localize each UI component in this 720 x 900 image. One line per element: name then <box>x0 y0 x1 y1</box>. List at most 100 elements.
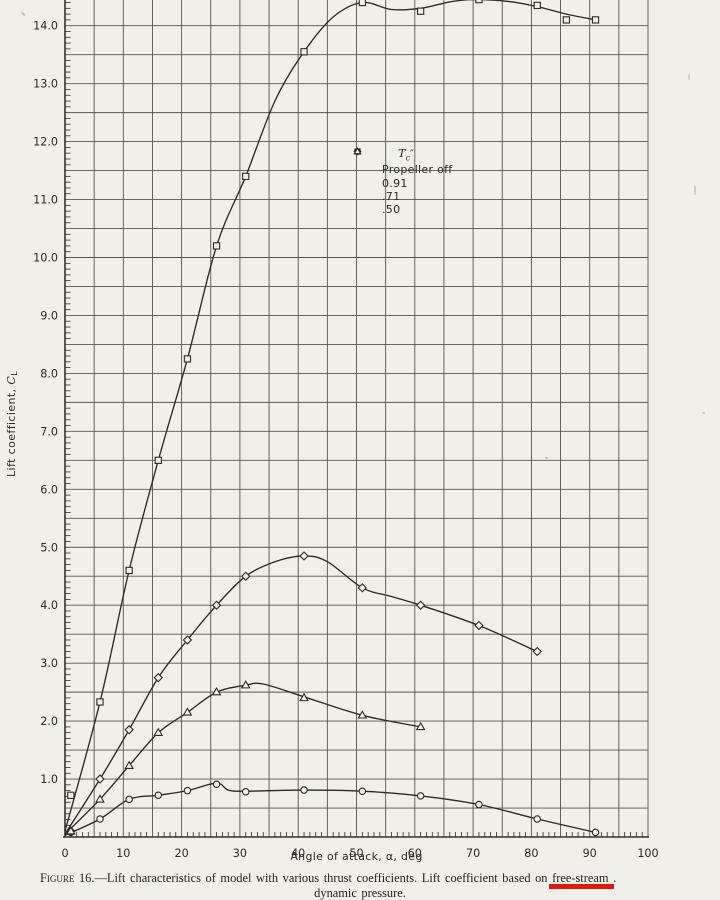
y-axis-symbol: C <box>5 375 18 385</box>
y-axis-title: Lift coefficient, CL <box>5 332 19 477</box>
circle-marker <box>154 791 163 800</box>
y-tick-label: 10.0 <box>33 252 58 265</box>
legend-label: .71 <box>382 189 401 203</box>
legend-title-sub: c <box>405 153 411 163</box>
y-tick-label: 9.0 <box>40 309 58 322</box>
series-curve-circle <box>64 782 596 836</box>
circle-marker <box>358 787 367 795</box>
caption-dash: — <box>94 871 107 885</box>
highlighted-term: free-stream <box>549 871 614 889</box>
triangle-marker <box>353 147 362 155</box>
x-tick-label: 60 <box>408 847 422 860</box>
diamond-marker <box>182 635 193 645</box>
square-marker <box>212 242 221 250</box>
diamond-marker <box>474 620 484 631</box>
circle-marker <box>96 815 104 823</box>
y-tick-label: 14.0 <box>33 20 58 33</box>
x-tick-label: 0 <box>61 847 68 860</box>
series-curve-triangle <box>64 682 421 835</box>
caption-text: Lift characteristics of model with vario… <box>106 871 548 885</box>
scan-artifact <box>702 412 705 414</box>
y-tick-label: 2.0 <box>40 715 58 728</box>
figure-number: Figure 16. <box>40 871 95 885</box>
y-tick-label: 8.0 <box>40 367 58 380</box>
x-tick-label: 50 <box>349 847 363 860</box>
square-marker <box>242 172 250 181</box>
y-tick-label: 12.0 <box>33 136 58 149</box>
square-marker <box>154 456 162 464</box>
circle-marker <box>416 792 425 800</box>
triangle-marker <box>182 707 193 716</box>
triangle-marker <box>153 727 164 736</box>
square-marker <box>358 0 366 7</box>
triangle-marker <box>124 760 134 769</box>
diamond-marker <box>532 646 542 657</box>
circle-marker <box>300 786 308 794</box>
legend-title-symbol: T <box>398 146 406 160</box>
x-tick-label: 20 <box>174 847 188 860</box>
diamond-marker <box>211 600 222 610</box>
legend-label: .50 <box>382 203 401 217</box>
y-tick-label: 5.0 <box>40 541 58 554</box>
diamond-marker <box>95 774 105 784</box>
square-marker <box>125 566 133 575</box>
triangle-marker <box>240 680 251 689</box>
y-tick-label: 4.0 <box>40 599 58 612</box>
triangle-marker <box>95 794 105 803</box>
y-tick-label: 1.0 <box>40 773 58 786</box>
legend-title-prime: ″ <box>410 149 414 160</box>
triangle-marker <box>415 721 426 731</box>
square-marker <box>533 1 541 10</box>
circle-marker <box>125 795 133 804</box>
triangle-marker <box>65 826 76 835</box>
scan-artifact <box>688 74 690 80</box>
legend-rows: Propeller off 0.91.71.50 <box>352 147 492 217</box>
x-tick-label: 40 <box>291 847 305 860</box>
x-tick-label: 10 <box>116 847 130 860</box>
legend-label: 0.91 <box>382 176 408 190</box>
triangle-marker <box>211 687 222 696</box>
circle-marker <box>241 788 250 796</box>
legend-label: Propeller off <box>382 163 453 177</box>
circle-marker <box>533 815 541 823</box>
legend-item--50: .50 <box>352 147 492 217</box>
diamond-marker <box>415 600 426 610</box>
caption-line-1: Figure 16.—Lift characteristics of model… <box>0 871 720 889</box>
legend-item--71: .71 <box>352 147 492 203</box>
diamond-marker <box>153 672 164 683</box>
x-tick-label: 70 <box>466 847 480 860</box>
square-marker <box>562 16 571 24</box>
series-curve-diamond <box>64 555 538 835</box>
diamond-marker <box>124 725 134 735</box>
legend-item-propeller-off: Propeller off <box>352 148 492 177</box>
square-marker <box>475 0 483 4</box>
caption-line-2: dynamic pressure. <box>314 886 406 900</box>
square-marker <box>183 355 192 363</box>
legend: Tc″ Propeller off 0.91.71.50 <box>352 146 492 217</box>
x-tick-label: 100 <box>637 847 658 860</box>
y-axis-symbol-sub: L <box>10 370 20 376</box>
legend-item-0-91: 0.91 <box>352 148 492 190</box>
diamond-marker <box>357 583 368 593</box>
figure-caption: Figure 16.—Lift characteristics of model… <box>0 871 720 900</box>
circle-marker <box>475 800 483 809</box>
square-marker <box>96 698 104 706</box>
series-curve-square <box>64 0 596 832</box>
square-marker <box>67 791 75 799</box>
scan-artifact <box>694 186 696 195</box>
scan-artifact <box>545 457 548 459</box>
triangle-marker <box>299 692 309 702</box>
y-tick-label: 11.0 <box>33 194 58 207</box>
diamond-marker <box>299 551 309 561</box>
y-tick-label: 6.0 <box>40 483 58 496</box>
square-marker <box>416 7 425 15</box>
y-tick-label: 3.0 <box>40 657 58 670</box>
diamond-marker <box>240 571 251 581</box>
caption-period: . <box>608 871 617 885</box>
circle-marker <box>212 780 221 789</box>
circle-marker <box>591 828 600 837</box>
y-tick-label: 13.0 <box>33 78 58 91</box>
legend-title: Tc″ <box>398 146 492 163</box>
